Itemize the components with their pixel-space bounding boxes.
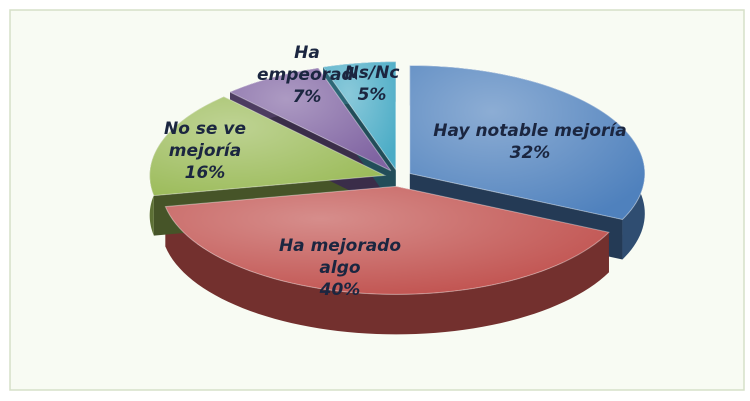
value-label: 5% [357,85,387,105]
slice-highlight [409,65,645,220]
category-label: Hay notable mejoría [433,121,627,141]
slice-highlight [165,186,609,295]
slice-label-box: Ha empeorado 7% [257,42,357,108]
slice-label-box: Hay notable mejoría 32% [415,120,645,164]
slice-label-box: No se ve mejoría 16% [153,118,258,184]
category-label: No se ve mejoría [163,119,246,161]
category-label: Ha empeorado [257,43,357,85]
value-label: 32% [509,143,551,163]
slice-highlight [230,68,391,171]
slice-label-box: Ha mejorado algo 40% [265,235,415,301]
category-label: Ns/Nc [344,63,400,83]
slice-highlight [149,96,385,196]
slice-wall [165,206,609,335]
slice-label-box: Ns/Nc 5% [337,62,407,106]
slice-label: Ns/Nc5% [337,62,407,106]
value-label: 40% [319,280,361,300]
category-label: Ha mejorado algo [278,236,402,278]
value-label: 7% [292,87,322,107]
value-label: 16% [184,163,226,183]
slice-highlight [323,61,396,170]
